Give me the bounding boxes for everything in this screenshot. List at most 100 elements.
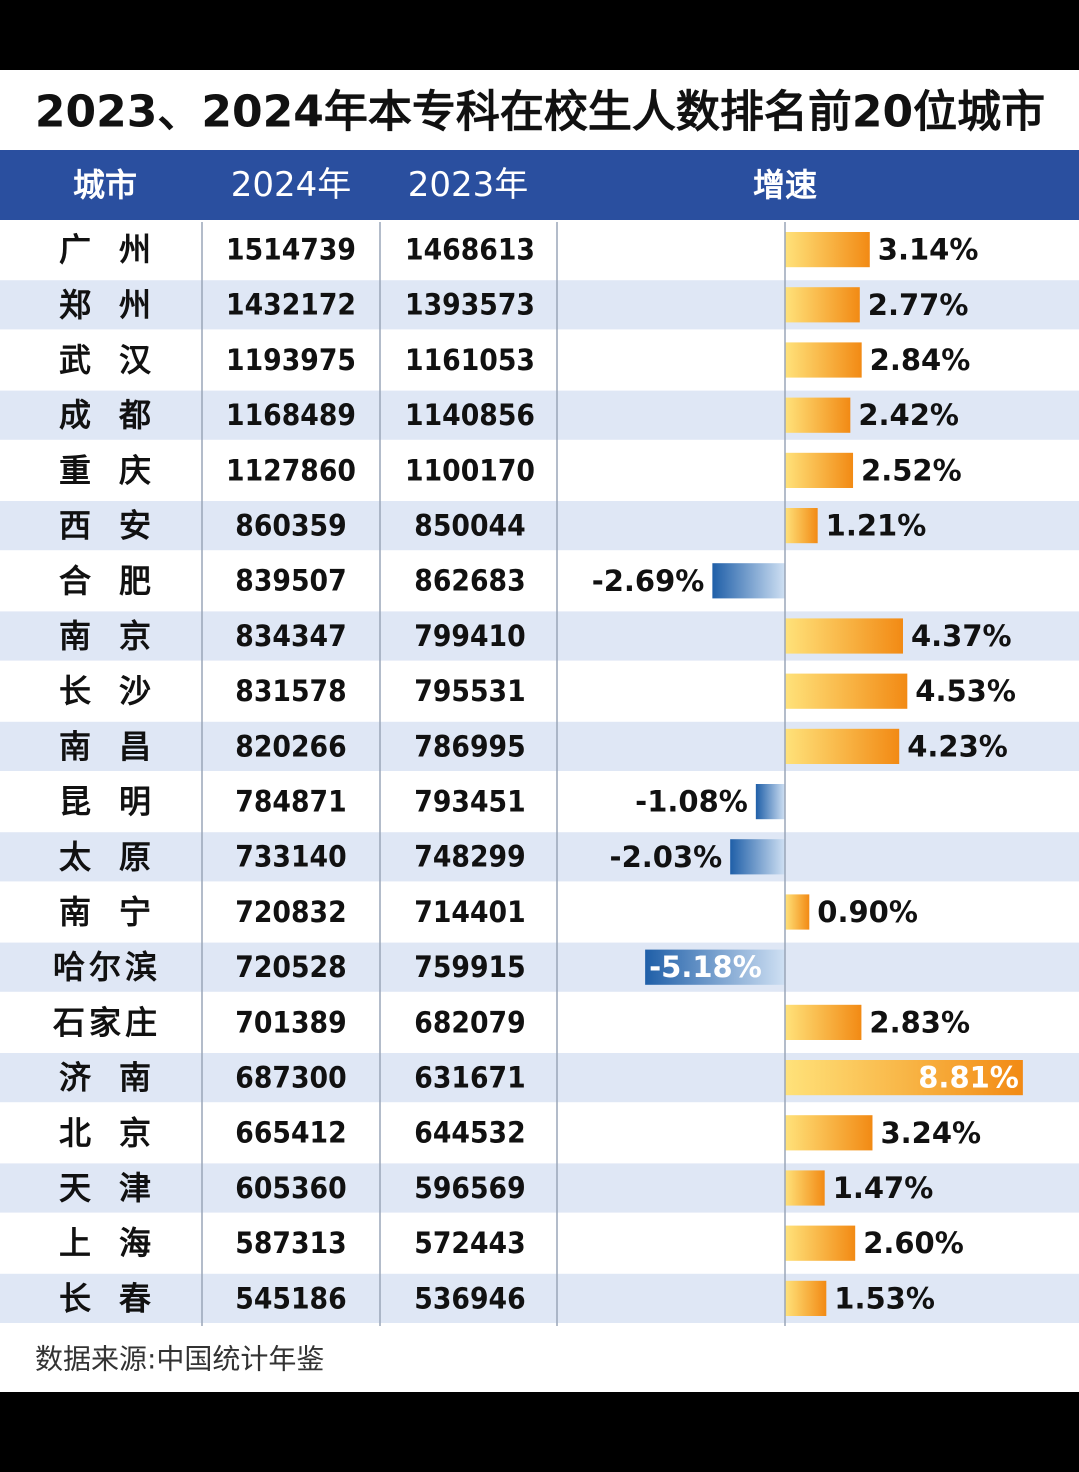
cell-value: 733140	[235, 840, 346, 874]
city: 重庆	[59, 451, 179, 489]
city: 南昌	[59, 727, 179, 765]
growth-bar	[785, 1225, 856, 1261]
growth-label: -1.08%	[635, 785, 748, 819]
cell-value: 605360	[235, 1171, 346, 1205]
growth-label: 0.90%	[817, 895, 918, 929]
city: 合肥	[59, 562, 179, 600]
growth-bar	[785, 618, 903, 654]
cell-value: 1193975	[226, 343, 356, 377]
header: 增速	[753, 166, 817, 204]
cell-value: 862683	[414, 564, 525, 598]
cell-value: 1432172	[226, 288, 356, 322]
cell-value: 701389	[235, 1005, 346, 1039]
growth-label: 4.23%	[907, 729, 1008, 763]
city: 长沙	[59, 672, 179, 710]
growth-label: 2.83%	[869, 1005, 970, 1039]
header: 2023年	[408, 165, 529, 205]
growth-bar	[785, 894, 810, 930]
row-stripe	[0, 942, 1079, 992]
growth-bar	[785, 1170, 825, 1206]
growth-label: 8.81%	[918, 1061, 1019, 1095]
growth-label: -2.03%	[610, 840, 723, 874]
growth-label: 1.53%	[834, 1281, 935, 1315]
cell-value: 687300	[235, 1060, 346, 1094]
growth-label: 1.21%	[826, 509, 927, 543]
growth-bar	[785, 1115, 873, 1151]
row-stripe	[0, 390, 1079, 440]
growth-label: -2.69%	[592, 564, 705, 598]
title: 2023、2024年本专科在校生人数排名前20位城市	[35, 87, 1045, 138]
cell-value: 596569	[414, 1171, 525, 1205]
city: 成都	[59, 396, 179, 434]
cell-value: 545186	[235, 1281, 346, 1315]
cell-value: 786995	[414, 729, 525, 763]
cell-value: 1514739	[226, 232, 356, 266]
cell-value: 572443	[414, 1226, 525, 1260]
cell-value: 759915	[414, 950, 525, 984]
cell-value: 1100170	[405, 453, 535, 487]
growth-label: 2.84%	[870, 343, 971, 377]
cell-value: 1127860	[226, 453, 356, 487]
cell-value: 834347	[235, 619, 346, 653]
rows: 广州 1514739 1468613 3.14% 郑州 1432172 1393573 2.7…	[0, 222, 1079, 1326]
cell-value: 720832	[235, 895, 346, 929]
growth-bar	[645, 949, 785, 985]
cell-value: 1468613	[405, 232, 535, 266]
city: 石家庄	[52, 1003, 161, 1041]
city: 北京	[59, 1114, 179, 1152]
growth-bar	[785, 287, 860, 323]
city: 昆明	[59, 783, 179, 821]
cell-value: 850044	[414, 508, 525, 542]
header: 2024年	[231, 165, 352, 205]
growth-label: 3.24%	[880, 1116, 981, 1150]
growth-bar	[785, 508, 818, 544]
growth-label: 2.77%	[868, 288, 969, 322]
row-stripe	[0, 501, 1079, 551]
cell-value: 839507	[235, 564, 346, 598]
growth-label: 4.53%	[915, 674, 1016, 708]
cell-value: 1168489	[226, 398, 356, 432]
growth-bar	[785, 452, 854, 488]
growth-label: 1.47%	[833, 1171, 934, 1205]
city: 哈尔滨	[53, 948, 161, 986]
row-stripe	[0, 280, 1079, 330]
city: 广州	[59, 231, 179, 269]
city: 南宁	[59, 893, 179, 931]
city: 济南	[59, 1059, 179, 1097]
growth-label: 4.37%	[911, 619, 1012, 653]
city: 郑州	[59, 286, 179, 324]
growth-label: 2.60%	[863, 1226, 964, 1260]
cell-value: 793451	[414, 784, 525, 818]
cell-value: 714401	[414, 895, 525, 929]
cell-value: 1393573	[405, 288, 535, 322]
growth-bar	[785, 673, 908, 709]
cell-value: 631671	[414, 1060, 525, 1094]
city: 西安	[59, 507, 179, 545]
row-stripe	[0, 832, 1079, 882]
growth-bar	[785, 342, 862, 378]
cell-value: 1140856	[405, 398, 535, 432]
city: 上海	[59, 1224, 179, 1262]
cell-value: 820266	[235, 729, 346, 763]
city: 武汉	[59, 341, 179, 379]
cell-value: 784871	[235, 784, 346, 818]
growth-bar	[730, 839, 785, 875]
cell-value: 799410	[414, 619, 525, 653]
cell-value: 860359	[235, 508, 346, 542]
cell-value: 1161053	[405, 343, 535, 377]
row-stripe	[0, 1163, 1079, 1213]
growth-bar	[785, 232, 870, 268]
cell-value: 682079	[414, 1005, 525, 1039]
city: 太原	[59, 838, 179, 876]
growth-bar	[785, 1060, 1023, 1096]
growth-bar	[785, 728, 900, 764]
cell-value: 720528	[235, 950, 346, 984]
city: 南京	[59, 617, 179, 655]
cell-value: 795531	[414, 674, 525, 708]
cell-value: 644532	[414, 1116, 525, 1150]
row-stripe	[0, 1273, 1079, 1323]
city: 长春	[59, 1279, 179, 1317]
cell-value: 587313	[235, 1226, 346, 1260]
source: 数据来源:中国统计年鉴	[35, 1343, 324, 1376]
